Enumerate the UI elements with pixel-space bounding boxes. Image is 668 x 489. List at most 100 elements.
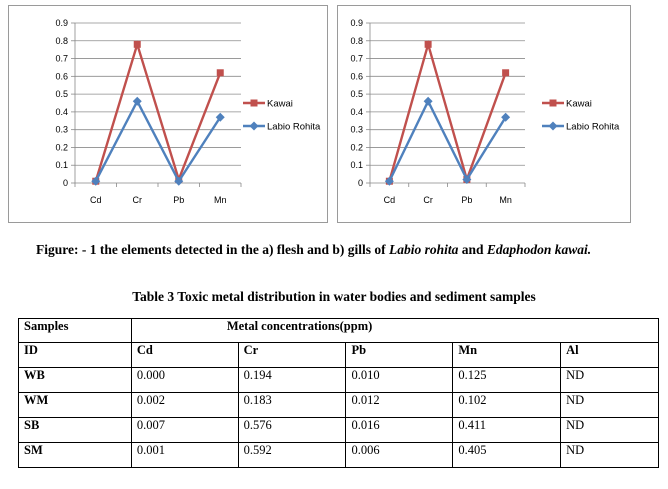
legend-label: Labio Rohita [267, 122, 321, 133]
y-tick-label: 0.4 [55, 107, 68, 117]
y-tick-label: 0.7 [350, 54, 363, 64]
y-tick-label: 0.3 [350, 125, 363, 135]
series-line-labio-rohita [94, 98, 222, 184]
column-header: Cd [130, 342, 239, 368]
table-cell: 0.006 [345, 442, 454, 468]
series-line-kawai [94, 40, 222, 184]
series-line-labio-rohita [388, 98, 507, 182]
table-header-row: Samples Metal concentrations(ppm) [18, 318, 660, 343]
chart-flesh-svg: 0 0.1 0.2 0.3 0.4 0.5 0.6 0.7 0.8 0.9 Cd Cr Pb Mn Kawa… [55, 18, 321, 205]
y-tick-label: 0.2 [55, 142, 68, 152]
data-point [132, 96, 142, 106]
y-tick-label: 0.5 [55, 89, 68, 99]
legend-marker [549, 99, 557, 107]
table-cell: 0.000 [130, 367, 239, 393]
caption-prefix: Figure: - 1 the elements detected in the… [36, 242, 389, 257]
table-row: WM 0.002 0.183 0.012 0.102 ND [18, 392, 659, 418]
y-tick-label: 0.7 [55, 54, 68, 64]
data-point [216, 69, 224, 77]
column-header: Al [560, 342, 659, 368]
table-row: WB 0.000 0.194 0.010 0.125 ND [18, 367, 659, 393]
table-cell: 0.012 [345, 392, 454, 418]
x-tick-label: Cr [133, 195, 143, 205]
y-tick-label: 0.1 [55, 160, 68, 170]
legend-label: Kawai [566, 99, 592, 110]
y-tick-label: 0 [358, 178, 363, 188]
series-line-kawai [388, 39, 507, 184]
y-tick-label: 0.1 [350, 160, 363, 170]
y-tick-label: 0.6 [55, 71, 68, 81]
x-tick-label: Cd [90, 195, 102, 205]
table-cell: ND [560, 417, 659, 443]
data-point [423, 96, 433, 106]
data-point [384, 176, 394, 186]
table-cell: 0.002 [130, 392, 239, 418]
chart-gills-svg: 0 0.1 0.2 0.3 0.4 0.5 0.6 0.7 0.8 0.9 Cd Cr Pb Mn Kawa… [350, 18, 620, 205]
table-row: SM 0.001 0.592 0.006 0.405 ND [18, 442, 659, 468]
table-cell: ND [560, 392, 659, 418]
y-tick-label: 0.2 [350, 142, 363, 152]
y-tick-label: 0.6 [350, 71, 363, 81]
chart-gills: 0 0.1 0.2 0.3 0.4 0.5 0.6 0.7 0.8 0.9 Cd Cr Pb Mn Kawa… [337, 5, 631, 223]
y-tick-label: 0.4 [350, 107, 363, 117]
table-row: SB 0.007 0.576 0.016 0.411 ND [18, 417, 659, 443]
table-cell: 0.411 [452, 417, 562, 443]
x-tick-label: Mn [499, 195, 512, 205]
legend-marker [249, 121, 259, 131]
y-tick-label: 0.5 [350, 89, 363, 99]
x-tick-label: Cr [423, 195, 433, 205]
x-tick-label: Pb [461, 195, 472, 205]
data-point [462, 174, 472, 184]
table-cell: 0.576 [237, 417, 347, 443]
data-point [502, 69, 510, 77]
column-header: Cr [237, 342, 347, 368]
data-point [424, 40, 432, 48]
samples-header: Samples [18, 318, 132, 343]
column-header: Pb [345, 342, 454, 368]
metal-group-header: Metal concentrations(ppm) [130, 318, 660, 343]
y-tick-label: 0.9 [350, 18, 363, 28]
y-tick-label: 0 [63, 178, 68, 188]
data-point [501, 112, 511, 122]
metal-table: Samples Metal concentrations(ppm) ID Cd … [18, 318, 660, 468]
row-id: WB [18, 367, 132, 393]
table-cell: 0.007 [130, 417, 239, 443]
table-cell: 0.001 [130, 442, 239, 468]
data-point [174, 176, 184, 186]
chart-flesh: 0 0.1 0.2 0.3 0.4 0.5 0.6 0.7 0.8 0.9 Cd Cr Pb Mn Kawa… [8, 5, 328, 223]
table-cell: 0.183 [237, 392, 347, 418]
table-cell: 0.010 [345, 367, 454, 393]
table-cell: ND [560, 367, 659, 393]
table-cell: 0.016 [345, 417, 454, 443]
legend-marker [548, 121, 558, 131]
table-column-header-row: ID Cd Cr Pb Mn Al [18, 342, 659, 368]
x-tick-label: Mn [214, 195, 227, 205]
data-point [91, 176, 101, 186]
data-point [133, 40, 141, 48]
caption-middle: and [458, 242, 487, 257]
x-tick-label: Cd [384, 195, 396, 205]
row-id: SM [18, 442, 132, 468]
legend-label: Labio Rohita [566, 122, 620, 133]
legend-marker [250, 99, 258, 107]
figure-caption: Figure: - 1 the elements detected in the… [36, 242, 591, 258]
y-tick-label: 0.9 [55, 18, 68, 28]
x-tick-label: Pb [173, 195, 184, 205]
data-point [215, 112, 225, 122]
table-cell: 0.102 [452, 392, 562, 418]
table-cell: 0.125 [452, 367, 562, 393]
y-tick-label: 0.3 [55, 125, 68, 135]
table-title: Table 3 Toxic metal distribution in wate… [132, 289, 536, 304]
y-tick-label: 0.8 [55, 36, 68, 46]
row-id: SB [18, 417, 132, 443]
table-cell: 0.194 [237, 367, 347, 393]
caption-species-2: Edaphodon kawai. [486, 242, 592, 257]
column-header: Mn [452, 342, 562, 368]
column-header: ID [18, 342, 132, 368]
y-tick-label: 0.8 [350, 36, 363, 46]
row-id: WM [18, 392, 132, 418]
table-cell: ND [560, 442, 659, 468]
table-cell: 0.405 [452, 442, 562, 468]
table-cell: 0.592 [237, 442, 347, 468]
legend-label: Kawai [267, 99, 293, 110]
